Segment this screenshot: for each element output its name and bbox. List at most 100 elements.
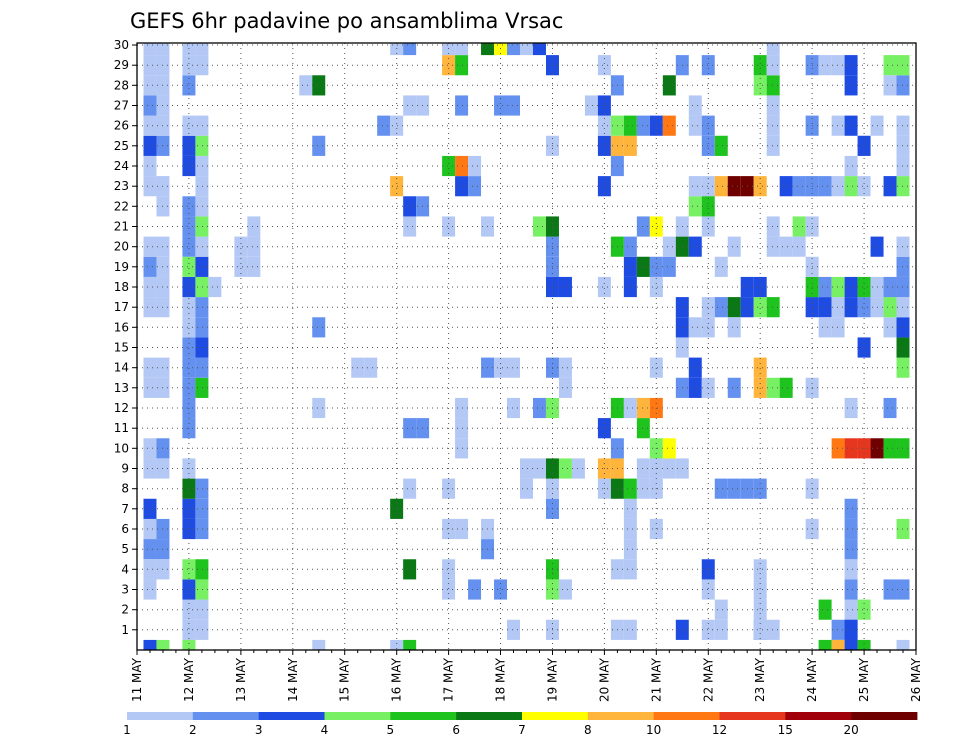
heatmap-cell bbox=[195, 377, 209, 398]
heatmap-cell bbox=[507, 95, 520, 116]
heatmap-cell bbox=[857, 599, 871, 620]
heatmap-cell bbox=[688, 95, 702, 116]
heatmap-cell bbox=[636, 458, 650, 479]
heatmap-cell bbox=[143, 539, 157, 560]
colorbar-swatch bbox=[851, 712, 918, 720]
heatmap-cell bbox=[727, 297, 741, 318]
y-tick-label: 12 bbox=[114, 401, 129, 415]
heatmap-cell bbox=[844, 176, 858, 197]
heatmap-cell bbox=[896, 518, 910, 540]
heatmap-cell bbox=[143, 357, 157, 378]
heatmap-cell bbox=[312, 135, 326, 156]
heatmap-cell bbox=[182, 216, 196, 237]
heatmap-cell bbox=[623, 115, 637, 136]
heatmap-cell bbox=[195, 619, 209, 640]
heatmap-cell bbox=[143, 75, 157, 96]
heatmap-cell bbox=[636, 256, 650, 277]
x-tick-label: 16 MAY bbox=[390, 657, 404, 702]
heatmap-cell bbox=[234, 236, 248, 257]
heatmap-cell bbox=[662, 438, 676, 459]
heatmap-cell bbox=[532, 216, 546, 237]
heatmap-cell bbox=[442, 43, 456, 56]
heatmap-cell bbox=[182, 75, 196, 96]
heatmap-cell bbox=[182, 135, 196, 156]
heatmap-cell bbox=[844, 155, 858, 177]
heatmap-cell bbox=[195, 196, 209, 217]
colorbar-label: 8 bbox=[584, 723, 592, 737]
colorbar-swatch bbox=[785, 712, 852, 720]
heatmap-cell bbox=[649, 216, 663, 237]
heatmap-cell bbox=[195, 216, 209, 237]
heatmap-cell bbox=[182, 357, 196, 378]
heatmap-cell bbox=[455, 176, 469, 197]
y-tick-label: 24 bbox=[114, 159, 129, 173]
heatmap-cell bbox=[195, 135, 209, 156]
colorbar-swatch bbox=[127, 712, 194, 720]
heatmap-cell bbox=[857, 639, 871, 650]
heatmap-cell bbox=[753, 276, 767, 298]
heatmap-cell bbox=[195, 478, 209, 499]
heatmap-cell bbox=[143, 518, 157, 540]
heatmap-cell bbox=[584, 95, 598, 116]
heatmap-cell bbox=[182, 619, 196, 640]
heatmap-cell bbox=[896, 579, 910, 600]
heatmap-cell bbox=[818, 55, 832, 76]
heatmap-cell bbox=[455, 95, 469, 116]
heatmap-cell bbox=[701, 55, 715, 76]
heatmap-cell bbox=[247, 236, 261, 257]
y-tick-label: 6 bbox=[121, 522, 129, 536]
colorbar-label: 10 bbox=[646, 723, 661, 737]
heatmap-cell bbox=[831, 438, 845, 459]
y-tick-label: 3 bbox=[121, 583, 129, 597]
grid-lines bbox=[136, 43, 917, 650]
heatmap-cell bbox=[831, 115, 845, 136]
heatmap-cell bbox=[143, 236, 157, 257]
heatmap-cell bbox=[182, 317, 196, 338]
heatmap-cell bbox=[844, 438, 858, 459]
heatmap-cell bbox=[390, 115, 404, 136]
heatmap-cell bbox=[182, 236, 196, 257]
heatmap-cell bbox=[896, 236, 910, 257]
heatmap-cell bbox=[896, 337, 910, 358]
heatmap-cell bbox=[766, 236, 780, 257]
colorbar: 1 2 3 4 5 6 7 8 10 12 15 20 bbox=[123, 712, 918, 737]
heatmap-cell bbox=[558, 579, 572, 600]
heatmap-cell bbox=[844, 518, 858, 540]
heatmap-cell bbox=[831, 639, 845, 650]
heatmap-cell bbox=[623, 518, 637, 540]
heatmap-cell bbox=[520, 478, 533, 499]
heatmap-cell bbox=[649, 115, 663, 136]
heatmap-cell bbox=[143, 176, 157, 197]
heatmap-cell bbox=[753, 619, 767, 640]
heatmap-cell bbox=[623, 619, 637, 640]
heatmap-cell bbox=[649, 357, 663, 378]
heatmap-cell bbox=[766, 619, 780, 640]
heatmap-cell bbox=[701, 216, 715, 237]
heatmap-cell bbox=[662, 236, 676, 257]
heatmap-cell bbox=[844, 397, 858, 419]
heatmap-cell bbox=[143, 43, 157, 56]
heatmap-cell bbox=[571, 458, 585, 479]
heatmap-cell bbox=[701, 619, 715, 640]
heatmap-cell bbox=[468, 176, 482, 197]
heatmap-cell bbox=[766, 377, 780, 398]
heatmap-cell bbox=[753, 599, 767, 620]
heatmap-cell bbox=[494, 43, 508, 56]
heatmap-cell bbox=[844, 539, 858, 560]
heatmap-cell bbox=[753, 579, 767, 600]
colorbar-label: 20 bbox=[844, 723, 859, 737]
heatmap-cell bbox=[143, 438, 157, 459]
heatmap-cell bbox=[857, 135, 871, 156]
heatmap-cell bbox=[558, 458, 572, 479]
y-tick-label: 11 bbox=[114, 421, 129, 435]
y-tick-label: 14 bbox=[114, 361, 129, 375]
heatmap-cell bbox=[442, 579, 456, 600]
heatmap-cell bbox=[312, 397, 326, 419]
heatmap-cell bbox=[844, 115, 858, 136]
heatmap-cell bbox=[623, 559, 637, 580]
heatmap-cell bbox=[455, 155, 469, 177]
heatmap-cell bbox=[896, 256, 910, 277]
heatmap-cell bbox=[896, 357, 910, 378]
heatmap-cell bbox=[390, 43, 404, 56]
heatmap-cell bbox=[247, 216, 261, 237]
